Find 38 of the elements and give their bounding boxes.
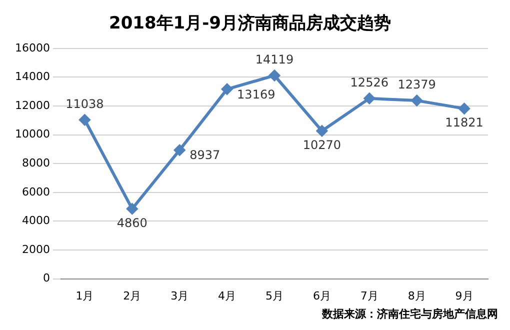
y-tick-label: 8000	[22, 156, 50, 170]
point	[174, 144, 186, 156]
point	[126, 203, 138, 214]
point	[222, 84, 233, 95]
source-note: 数据来源：济南住宅与房地产信息网	[321, 307, 498, 320]
point	[316, 125, 328, 136]
data-label: 14119	[255, 52, 294, 67]
chart-title: 2018年1月-9月济南商品房成交趋势	[108, 14, 392, 34]
data-label: 10270	[302, 138, 342, 152]
data-label: 12526	[350, 76, 388, 90]
point	[364, 92, 375, 104]
y-tick-label: 12000	[14, 98, 50, 112]
y-tick-label: 4000	[22, 214, 50, 228]
x-tick-label: 7月	[360, 289, 378, 302]
x-tick-label: 3月	[170, 289, 189, 302]
data-label: 13169	[237, 87, 276, 102]
x-tick-label: 5月	[265, 289, 284, 302]
data-label: 11038	[66, 96, 104, 111]
point	[268, 70, 280, 81]
y-tick-label: 6000	[22, 185, 50, 198]
x-tick-label: 6月	[312, 289, 331, 302]
point	[79, 114, 90, 126]
y-tick-label: 16000	[14, 41, 50, 54]
point	[458, 103, 470, 114]
data-label: 11821	[445, 116, 484, 130]
y-tick-label: 2000	[22, 242, 50, 256]
y-tick-label: 0	[42, 272, 50, 285]
x-tick-label: 8月	[408, 289, 426, 302]
data-label: 4860	[116, 216, 148, 230]
data-label: 12379	[398, 78, 436, 92]
x-tick-label: 4月	[218, 289, 236, 302]
x-tick-label: 2月	[123, 289, 142, 302]
y-tick-label: 10000	[14, 128, 50, 141]
data-label: 8937	[190, 148, 220, 162]
y-tick-label: 14000	[14, 70, 50, 84]
x-tick-label: 1月	[76, 289, 94, 302]
x-tick-label: 9月	[455, 289, 474, 302]
point	[411, 95, 422, 106]
